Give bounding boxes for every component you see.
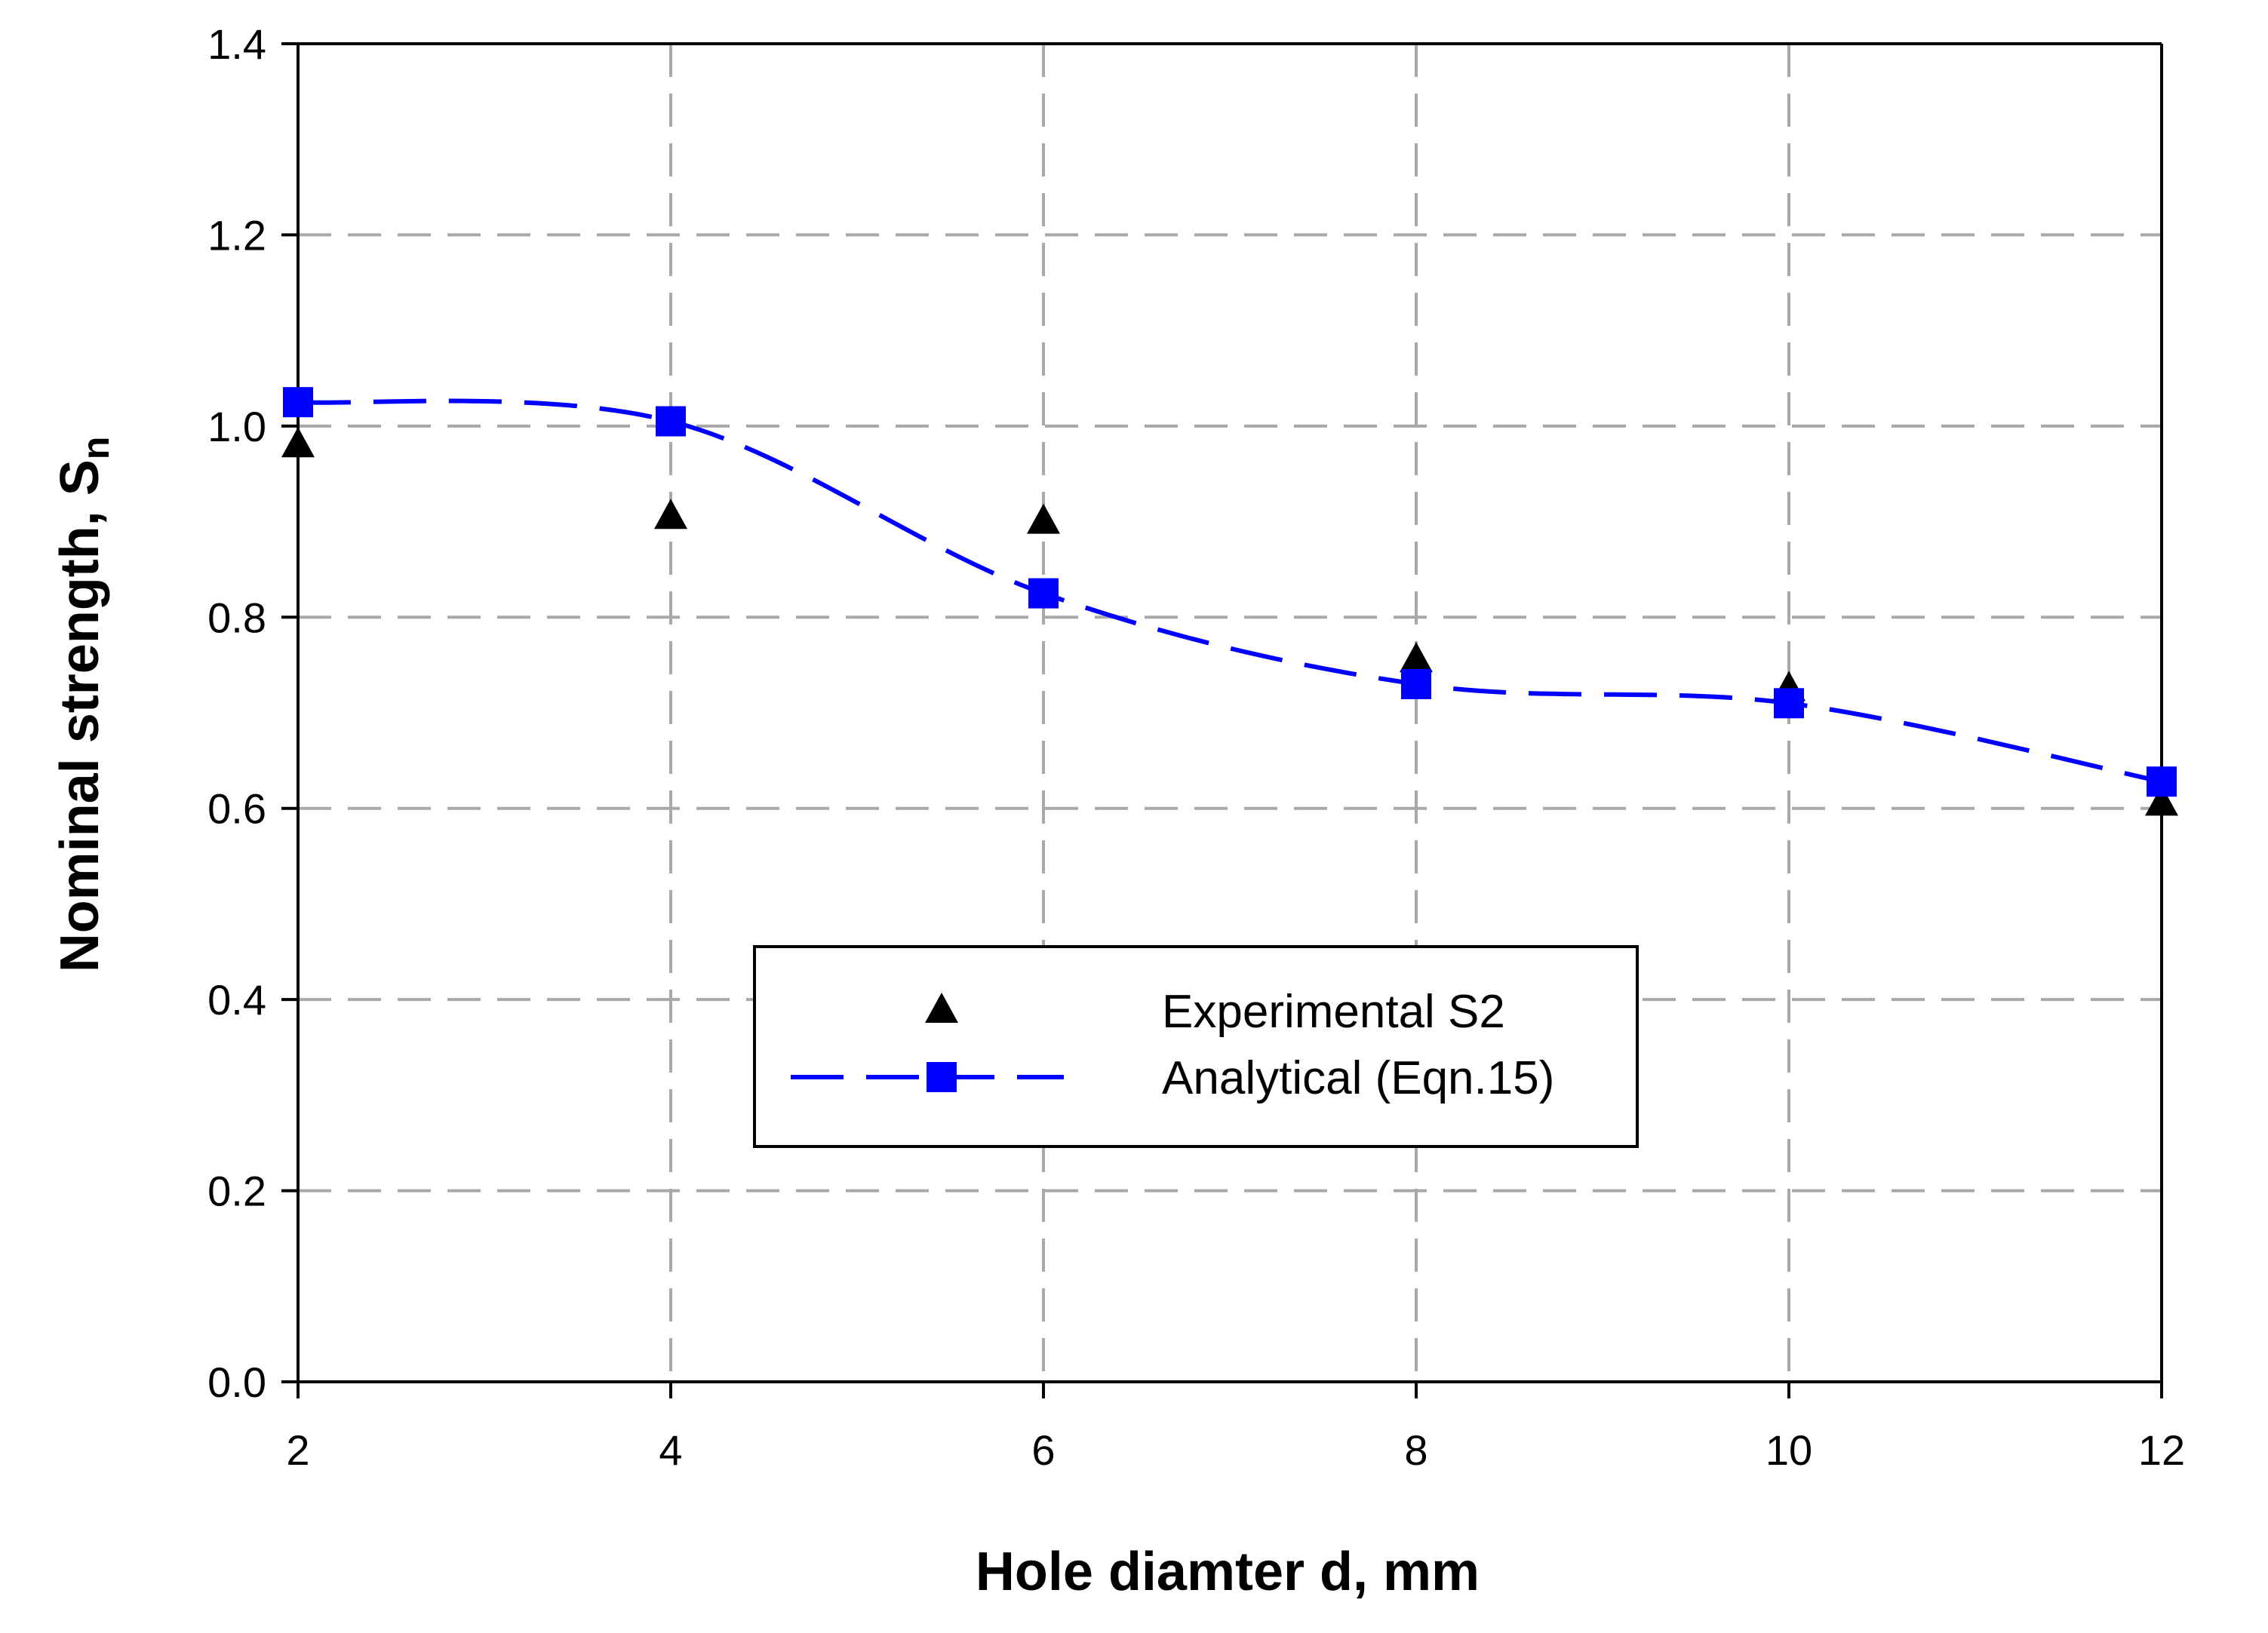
legend-square-marker: [927, 1062, 957, 1092]
series-layer: [281, 387, 2178, 816]
analytical-point-0: [283, 387, 313, 418]
x-tick-label-3: 8: [1404, 1426, 1427, 1474]
analytical-point-1: [656, 406, 686, 437]
y-tick-label-1: 0.2: [207, 1168, 266, 1215]
y-tick-label-7: 1.4: [207, 20, 266, 68]
y-tick-label-4: 0.8: [207, 594, 266, 641]
x-tick-label-4: 10: [1766, 1426, 1812, 1474]
y-axis-title-subscript: n: [75, 437, 117, 460]
experimental-point-2: [1027, 503, 1060, 534]
x-tick-label-2: 6: [1031, 1426, 1055, 1474]
y-axis-title: Nominal strength, Sn: [50, 437, 117, 973]
x-axis-title: Hole diamter d, mm: [976, 1542, 1480, 1602]
x-tick-label-1: 4: [659, 1426, 682, 1474]
y-tick-label-2: 0.4: [207, 976, 266, 1024]
analytical-point-5: [2147, 766, 2177, 797]
analytical-point-4: [1774, 688, 1804, 719]
experimental-point-0: [281, 427, 315, 458]
legend-box: [753, 945, 1639, 1148]
analytical-point-2: [1028, 578, 1059, 609]
legend-label-analytical: Analytical (Eqn.15): [1162, 1052, 1554, 1104]
y-tick-label-3: 0.6: [207, 785, 266, 833]
axes-layer: 0.0 0.2 0.4 0.6 0.8 1.0 1.2 1.4 2 4 6 8 10 12: [207, 20, 2185, 1474]
analytical-line: [297, 398, 2162, 784]
legend: Experimental S2 Analytical (Eqn.15): [753, 945, 1639, 1148]
experimental-point-1: [654, 499, 687, 529]
grid-layer: [298, 44, 2162, 1382]
legend-label-experimental: Experimental S2: [1162, 986, 1505, 1038]
y-tick-label-0: 0.0: [207, 1358, 266, 1406]
y-tick-label-5: 1.0: [207, 403, 266, 450]
analytical-point-3: [1401, 668, 1431, 699]
y-tick-label-6: 1.2: [207, 211, 266, 259]
legend-triangle-marker: [925, 993, 958, 1023]
x-tick-label-5: 12: [2138, 1426, 2185, 1474]
x-tick-label-0: 2: [286, 1426, 309, 1474]
y-axis-title-main: Nominal strength, S: [50, 459, 110, 972]
experimental-point-5: [2145, 785, 2178, 816]
experimental-point-3: [1400, 642, 1433, 673]
